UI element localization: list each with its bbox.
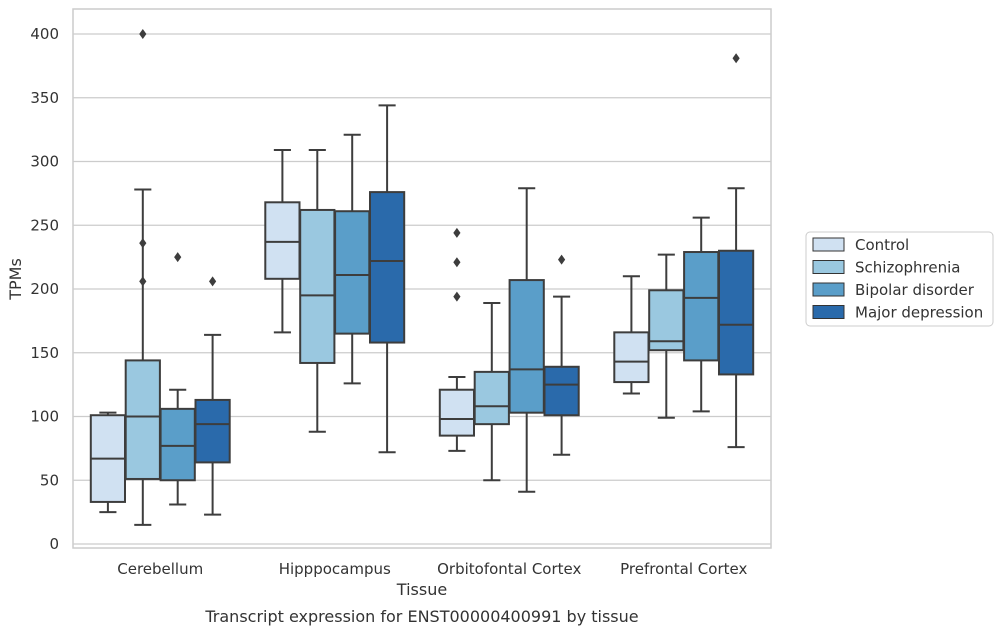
box-plot xyxy=(613,275,650,395)
outlier-point xyxy=(453,291,461,302)
box-plot xyxy=(124,29,161,526)
y-tick-label: 0 xyxy=(49,535,59,553)
y-tick-label: 200 xyxy=(30,280,59,298)
y-tick-label: 150 xyxy=(30,344,59,362)
legend-frame xyxy=(805,231,994,327)
legend-label: Control xyxy=(855,236,909,254)
iqr-box xyxy=(543,365,580,417)
iqr-box xyxy=(299,208,336,364)
box-plot xyxy=(334,133,371,385)
legend-swatch xyxy=(812,237,845,252)
outlier-point xyxy=(453,257,461,268)
box-plot xyxy=(473,302,510,482)
outlier-point xyxy=(174,252,182,263)
x-tick-label: Prefrontal Cortex xyxy=(620,560,747,578)
iqr-box xyxy=(683,251,720,362)
y-axis-label: TPMs xyxy=(6,258,25,301)
box-plot xyxy=(264,149,301,334)
plot-area xyxy=(72,8,772,549)
legend: Control Schizophrenia Bipolar disorder Majo… xyxy=(805,231,994,327)
y-tick-label: 50 xyxy=(40,471,59,489)
y-tick-label: 300 xyxy=(30,153,59,171)
outlier-point xyxy=(209,276,217,287)
outlier-point xyxy=(139,238,147,249)
y-tick-labels: 0 50 100 150 200 250 300 350 400 xyxy=(30,25,59,553)
legend-label: Major depression xyxy=(855,304,983,322)
iqr-box xyxy=(717,249,755,376)
box-plots xyxy=(89,29,755,526)
iqr-box xyxy=(159,407,196,482)
iqr-box xyxy=(438,388,476,437)
legend-label: Schizophrenia xyxy=(855,259,960,277)
outlier-point xyxy=(732,53,740,64)
iqr-box xyxy=(368,191,406,344)
iqr-box xyxy=(473,370,510,426)
box-plot xyxy=(543,254,580,456)
legend-swatch xyxy=(812,282,845,297)
outlier-point xyxy=(558,254,566,265)
y-tick-label: 400 xyxy=(30,25,59,43)
box-plot xyxy=(683,216,720,413)
x-axis-label: Tissue xyxy=(396,580,447,599)
iqr-box xyxy=(124,359,161,480)
box-plot xyxy=(508,187,545,493)
outlier-point xyxy=(139,276,147,287)
x-tick-label: Hipppocampus xyxy=(279,560,391,578)
box-plot xyxy=(159,252,196,506)
outlier-point xyxy=(453,227,461,238)
box-plot xyxy=(438,227,476,452)
box-plot xyxy=(648,253,685,419)
box-plot xyxy=(717,53,755,449)
iqr-box xyxy=(264,201,301,280)
iqr-box xyxy=(648,289,685,352)
legend-swatch xyxy=(812,305,845,319)
x-tick-label: Orbitofontal Cortex xyxy=(437,560,581,578)
iqr-box xyxy=(194,398,231,464)
y-tick-label: 100 xyxy=(30,408,59,426)
figure-caption: Transcript expression for ENST0000040099… xyxy=(204,607,638,626)
iqr-box xyxy=(508,279,545,414)
x-tick-labels: Cerebellum Hipppocampus Orbitofontal Corte… xyxy=(117,560,747,578)
box-plot xyxy=(89,411,127,514)
y-tick-label: 350 xyxy=(30,89,59,107)
box-plot xyxy=(194,276,231,516)
legend-label: Bipolar disorder xyxy=(855,281,975,299)
box-plot xyxy=(368,104,406,454)
iqr-box xyxy=(613,331,650,384)
box-plot xyxy=(299,149,336,433)
legend-swatch xyxy=(812,260,845,274)
x-tick-label: Cerebellum xyxy=(117,560,203,578)
iqr-box xyxy=(334,210,371,335)
y-tick-label: 250 xyxy=(30,216,59,234)
outlier-point xyxy=(139,29,147,39)
